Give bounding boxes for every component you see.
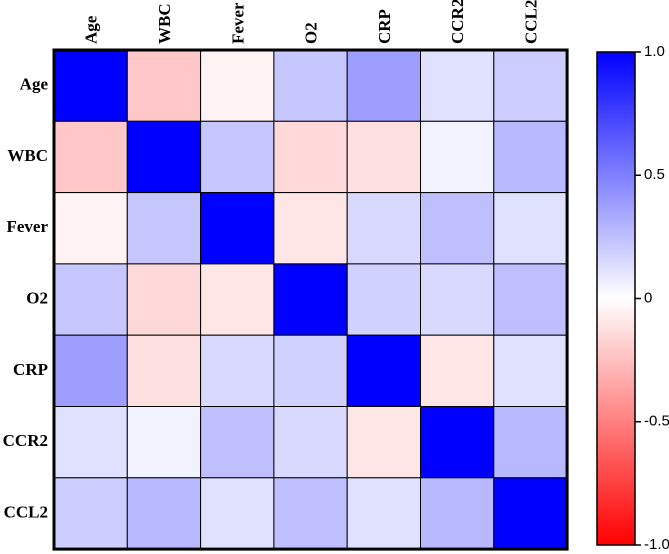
heatmap-cell-fever-ccl2: [493, 192, 568, 265]
colorbar: 1.0 0.5 0 -0.5 -1.0: [596, 43, 669, 553]
heatmap-cell-crp-ccr2: [420, 334, 495, 408]
heatmap-cell-ccl2-ccr2: [420, 477, 495, 550]
heatmap-cell-o2-crp: [346, 263, 422, 336]
heatmap-frame: [52, 48, 569, 551]
heatmap-cell-fever-age: [53, 192, 128, 265]
heatmap-cell-ccr2-age: [53, 406, 128, 479]
heatmap-cell-wbc-o2: [273, 120, 348, 194]
colorbar-tick-label: -0.5: [644, 413, 669, 430]
heatmap-cell-age-wbc: [126, 49, 202, 122]
row-labels: Age WBC Fever O2 CRP CCR2 CCL2: [3, 75, 49, 522]
column-label-ccr2: CCR2: [448, 0, 467, 44]
heatmap-cell-ccl2-fever: [200, 477, 275, 550]
colorbar-tick-label: 1.0: [644, 43, 665, 60]
heatmap-cell-o2-ccl2: [493, 263, 568, 336]
column-label-fever: Fever: [228, 2, 247, 44]
heatmap-cell-fever-fever: [200, 192, 275, 265]
heatmap-cell-crp-wbc: [126, 334, 202, 408]
row-label-o2: O2: [26, 288, 48, 307]
column-labels: Age WBC Fever O2 CRP CCR2 CCL2: [82, 0, 541, 44]
heatmap-cell-age-o2: [273, 49, 348, 122]
heatmap-cell-wbc-fever: [200, 120, 275, 194]
heatmap-cell-o2-o2: [273, 263, 348, 336]
heatmap-cell-ccl2-o2: [273, 477, 348, 550]
column-label-crp: CRP: [375, 9, 394, 44]
heatmap-cell-crp-ccl2: [493, 334, 568, 408]
heatmap-cell-ccl2-crp: [346, 477, 422, 550]
row-label-age: Age: [20, 75, 49, 94]
heatmap-cell-age-ccl2: [493, 49, 568, 122]
heatmap-cell-ccr2-ccl2: [493, 406, 568, 479]
heatmap-cell-wbc-wbc: [126, 120, 202, 194]
heatmap-cell-o2-age: [53, 263, 128, 336]
heatmap-cell-fever-o2: [273, 192, 348, 265]
heatmap-cell-wbc-crp: [346, 120, 422, 194]
heatmap-cell-fever-ccr2: [420, 192, 495, 265]
colorbar-gradient: [596, 51, 636, 546]
heatmap-cell-o2-ccr2: [420, 263, 495, 336]
heatmap-cell-crp-crp: [346, 334, 422, 408]
heatmap-cell-crp-age: [53, 334, 128, 408]
heatmap-cell-crp-fever: [200, 334, 275, 408]
heatmap-cell-age-fever: [200, 49, 275, 122]
heatmap-cell-age-crp: [346, 49, 422, 122]
column-label-wbc: WBC: [155, 3, 174, 44]
heatmap-cell-ccr2-o2: [273, 406, 348, 479]
column-label-ccl2: CCL2: [521, 0, 540, 44]
heatmap-cell-wbc-ccl2: [493, 120, 568, 194]
heatmap-cells: [53, 49, 568, 550]
heatmap-cell-wbc-age: [53, 120, 128, 194]
heatmap-cell-o2-wbc: [126, 263, 202, 336]
heatmap-cell-age-ccr2: [420, 49, 495, 122]
heatmap-cell-ccl2-ccl2: [493, 477, 568, 550]
colorbar-tick-label: -1.0: [644, 536, 669, 553]
heatmap-cell-ccr2-fever: [200, 406, 275, 479]
row-label-wbc: WBC: [7, 146, 48, 165]
heatmap-cell-o2-fever: [200, 263, 275, 336]
heatmap-cell-fever-crp: [346, 192, 422, 265]
heatmap-cell-crp-o2: [273, 334, 348, 408]
heatmap-cell-fever-wbc: [126, 192, 202, 265]
row-label-fever: Fever: [6, 217, 48, 236]
heatmap-cell-ccr2-ccr2: [420, 406, 495, 479]
heatmap-cell-age-age: [53, 49, 128, 122]
colorbar-tick-label: 0: [644, 289, 652, 306]
heatmap-cell-ccl2-age: [53, 477, 128, 550]
column-label-o2: O2: [302, 22, 321, 44]
colorbar-tick-label: 0.5: [644, 166, 665, 183]
row-label-ccl2: CCL2: [4, 502, 48, 521]
heatmap-cell-ccl2-wbc: [126, 477, 202, 550]
row-label-ccr2: CCR2: [3, 431, 48, 450]
row-label-crp: CRP: [13, 360, 48, 379]
colorbar-ticks: 1.0 0.5 0 -0.5 -1.0: [635, 43, 669, 553]
column-label-age: Age: [82, 15, 101, 44]
heatmap-cell-ccr2-wbc: [126, 406, 202, 479]
heatmap-cell-ccr2-crp: [346, 406, 422, 479]
heatmap-cell-wbc-ccr2: [420, 120, 495, 194]
